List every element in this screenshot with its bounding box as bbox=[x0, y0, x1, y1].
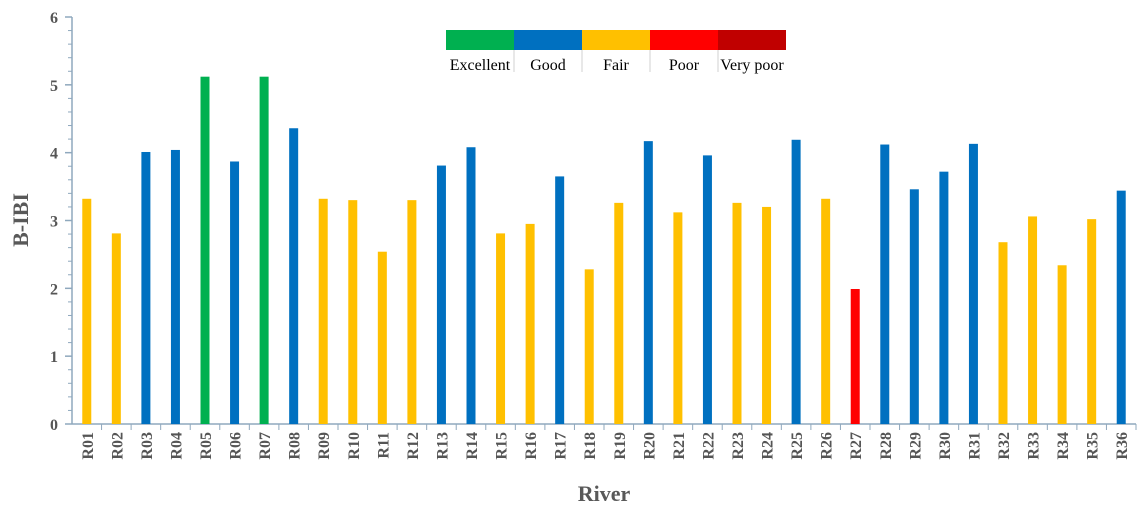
bar-r02 bbox=[111, 233, 121, 424]
y-tick-label: 3 bbox=[50, 214, 58, 231]
bar-r14 bbox=[466, 147, 476, 425]
bar-r23 bbox=[732, 202, 742, 424]
bar-r08 bbox=[289, 128, 299, 424]
bar-r36 bbox=[1116, 190, 1126, 424]
legend-swatch bbox=[582, 30, 650, 50]
x-tick-label: R22 bbox=[700, 432, 717, 460]
x-tick-label: R07 bbox=[257, 432, 274, 460]
legend-label: Poor bbox=[669, 57, 700, 74]
bar-r01 bbox=[82, 198, 92, 424]
legend-label: Very poor bbox=[720, 57, 784, 74]
x-tick-label: R33 bbox=[1026, 432, 1043, 460]
bar-r34 bbox=[1057, 265, 1067, 424]
bar-r03 bbox=[141, 151, 151, 424]
bar-r35 bbox=[1087, 219, 1097, 424]
bar-r21 bbox=[673, 212, 683, 424]
y-tick-label: 1 bbox=[50, 349, 58, 366]
bar-r05 bbox=[200, 76, 210, 425]
x-tick-label: R12 bbox=[405, 432, 422, 460]
x-tick-label: R15 bbox=[494, 432, 511, 460]
x-tick-label: R02 bbox=[109, 432, 126, 460]
legend: Excellent Good Fair Poor Very poor bbox=[446, 30, 786, 74]
x-axis-title: River bbox=[578, 481, 631, 506]
y-ticks: 0 1 2 3 4 5 6 bbox=[50, 10, 72, 434]
legend-swatch bbox=[514, 30, 582, 50]
legend-label: Fair bbox=[603, 57, 629, 74]
bar-r30 bbox=[939, 171, 949, 424]
bar-r33 bbox=[1028, 216, 1038, 424]
x-tick-label: R03 bbox=[139, 432, 156, 460]
x-tick-label: R29 bbox=[907, 432, 924, 460]
x-tick-label: R14 bbox=[464, 432, 481, 460]
x-tick-label: R08 bbox=[287, 432, 304, 460]
x-tick-label: R13 bbox=[434, 432, 451, 460]
x-tick-label: R18 bbox=[582, 432, 599, 460]
x-tick-label: R06 bbox=[228, 432, 245, 460]
x-tick-label: R19 bbox=[612, 432, 629, 460]
y-axis-title: B-IBI bbox=[8, 193, 33, 247]
x-tick-label: R05 bbox=[198, 432, 215, 460]
bar-r27 bbox=[850, 289, 860, 424]
bar-r28 bbox=[880, 144, 890, 424]
x-tick-label: R25 bbox=[789, 432, 806, 460]
x-tick-label: R24 bbox=[760, 432, 777, 460]
y-tick-label: 0 bbox=[50, 417, 58, 434]
bar-r07 bbox=[259, 76, 269, 425]
bars bbox=[82, 76, 1126, 425]
legend-swatch bbox=[650, 30, 718, 50]
x-tick-label: R04 bbox=[168, 432, 185, 460]
bar-r11 bbox=[377, 251, 387, 424]
bar-r22 bbox=[702, 155, 712, 424]
bar-r10 bbox=[348, 200, 358, 424]
y-tick-label: 4 bbox=[50, 146, 58, 163]
x-tick-label: R20 bbox=[641, 432, 658, 460]
bar-r32 bbox=[998, 242, 1008, 424]
x-tick-label: R11 bbox=[375, 432, 392, 459]
legend-swatch bbox=[446, 30, 514, 50]
bar-r20 bbox=[643, 141, 653, 424]
bar-r13 bbox=[436, 165, 446, 424]
x-tick-label: R28 bbox=[878, 432, 895, 460]
legend-label: Good bbox=[530, 57, 566, 74]
x-tick-label: R26 bbox=[819, 432, 836, 460]
x-tick-label: R32 bbox=[996, 432, 1013, 460]
x-tick-label: R35 bbox=[1085, 432, 1102, 460]
x-tick-label: R09 bbox=[316, 432, 333, 460]
bar-r19 bbox=[614, 202, 624, 424]
x-ticks: R01 R02 R03 R04 R05 R06 R07 R08 R09 R10 R11 R12 R13 R… bbox=[80, 424, 1137, 460]
bar-r17 bbox=[555, 176, 565, 424]
bar-r06 bbox=[230, 161, 240, 425]
bar-r16 bbox=[525, 223, 535, 424]
bar-r25 bbox=[791, 139, 801, 425]
x-tick-label: R31 bbox=[966, 432, 983, 460]
x-tick-label: R17 bbox=[553, 432, 570, 460]
y-tick-label: 2 bbox=[50, 281, 58, 298]
x-tick-label: R27 bbox=[848, 432, 865, 460]
bar-r18 bbox=[584, 269, 594, 424]
x-tick-label: R16 bbox=[523, 432, 540, 460]
bar-r24 bbox=[762, 206, 772, 424]
x-tick-label: R01 bbox=[80, 432, 97, 460]
bar-r15 bbox=[496, 233, 506, 424]
x-tick-label: R10 bbox=[346, 432, 363, 460]
bar-r26 bbox=[821, 198, 831, 424]
x-tick-label: R23 bbox=[730, 432, 747, 460]
y-tick-label: 5 bbox=[50, 78, 58, 95]
x-tick-label: R36 bbox=[1114, 432, 1131, 460]
x-tick-label: R34 bbox=[1055, 432, 1072, 460]
bar-r31 bbox=[968, 143, 978, 424]
y-tick-label: 6 bbox=[50, 10, 58, 27]
legend-swatch bbox=[718, 30, 786, 50]
bar-r04 bbox=[170, 149, 180, 424]
x-tick-label: R21 bbox=[671, 432, 688, 460]
legend-label: Excellent bbox=[450, 57, 511, 74]
bar-r29 bbox=[909, 189, 919, 424]
x-tick-label: R30 bbox=[937, 432, 954, 460]
bar-r12 bbox=[407, 200, 417, 424]
bar-r09 bbox=[318, 198, 328, 424]
